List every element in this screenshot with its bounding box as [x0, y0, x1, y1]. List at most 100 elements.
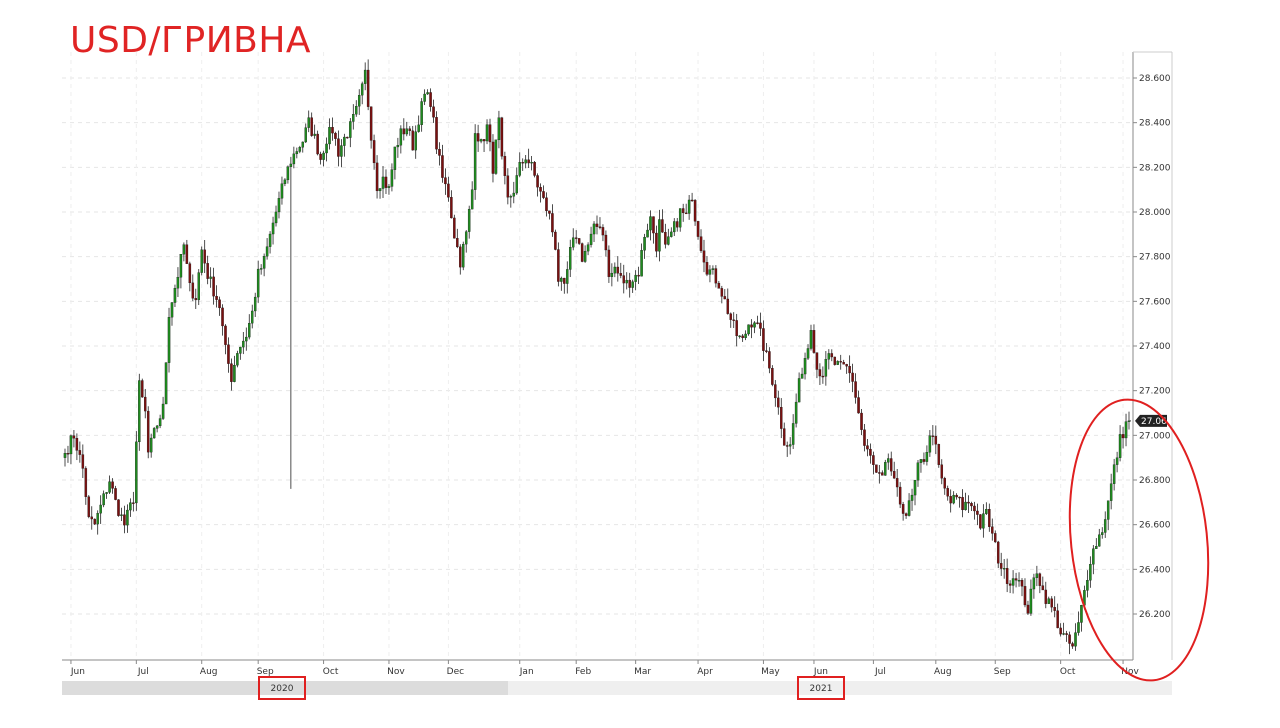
candle [616, 256, 620, 282]
candle [227, 337, 230, 373]
candle [292, 146, 296, 169]
candle-body [702, 250, 706, 263]
candle-body [1044, 589, 1048, 604]
candle [1074, 623, 1077, 651]
candle-body [283, 179, 287, 184]
candle-body [1059, 627, 1062, 635]
candle-body [1065, 633, 1068, 635]
candle-body [1089, 564, 1092, 581]
candle-body [931, 435, 935, 437]
candle-body [800, 373, 804, 379]
candle [732, 312, 735, 328]
candle [913, 479, 917, 506]
candle [610, 263, 614, 287]
candle-body [1106, 500, 1110, 520]
candle-body [949, 496, 952, 504]
range-navigator[interactable]: 2020 2021 [62, 676, 1172, 700]
candle-body [652, 216, 655, 234]
candle [328, 118, 331, 150]
candle-body [625, 279, 628, 284]
candle [126, 504, 129, 533]
candle [233, 355, 236, 383]
candle-body [782, 428, 786, 446]
candle-body [604, 234, 608, 251]
candle-body [191, 282, 195, 299]
candle [129, 498, 132, 517]
candle [658, 209, 661, 262]
candle [66, 445, 70, 463]
candle-body [182, 244, 186, 255]
candle-body [542, 191, 545, 198]
candle-body [610, 272, 614, 277]
candle-body [405, 128, 409, 135]
candle [797, 372, 801, 403]
candle [583, 245, 587, 263]
candle-body [759, 322, 762, 329]
candle-body [209, 276, 212, 279]
y-tick-label: 27.600 [1139, 297, 1171, 307]
candle [601, 224, 605, 242]
candle-body [577, 238, 581, 244]
candle [1092, 545, 1095, 575]
candle-body [589, 233, 593, 245]
x-tick-label: Mar [634, 667, 651, 677]
candle [985, 502, 988, 516]
candle [791, 414, 795, 450]
candle [774, 380, 777, 407]
candle [830, 349, 834, 362]
candle-body [1017, 579, 1021, 582]
candle-body [560, 277, 563, 282]
candle-body [563, 277, 566, 284]
candle-body [319, 153, 322, 160]
candle [803, 352, 807, 380]
candle [833, 356, 837, 366]
candle [717, 280, 721, 289]
candle-body [595, 223, 599, 227]
candle [405, 121, 409, 137]
y-tick-label: 27.000 [1139, 431, 1171, 441]
candle-body [316, 133, 319, 155]
candle-body [928, 435, 932, 453]
candle [467, 205, 471, 239]
candle-body [824, 359, 828, 377]
candle [355, 100, 358, 117]
candle [753, 321, 756, 334]
candle [949, 489, 952, 513]
candle-body [551, 213, 554, 233]
candle [1044, 581, 1048, 609]
candle [973, 501, 976, 520]
candle-body [256, 268, 260, 298]
candle [699, 229, 703, 253]
candle [1095, 538, 1098, 549]
candle-body [765, 350, 768, 352]
candle-body [1101, 532, 1104, 535]
candle-body [102, 493, 105, 506]
candle-body [423, 93, 426, 102]
candle-body [334, 132, 337, 139]
candle [167, 307, 171, 373]
candle-body [895, 478, 899, 488]
candle-body [135, 441, 138, 504]
candle-body [940, 464, 944, 479]
candle-body [357, 95, 361, 107]
candle-body [1023, 586, 1027, 606]
candle-body [93, 518, 96, 525]
candle [158, 414, 162, 429]
candle-body [242, 340, 245, 348]
candle-body [337, 138, 340, 157]
candle-body [265, 246, 269, 257]
candle-body [1032, 577, 1036, 590]
candle [1032, 573, 1036, 599]
candle-body [313, 133, 316, 136]
x-tick-label: Jul [874, 667, 886, 677]
candle [1059, 623, 1062, 637]
candle [586, 242, 590, 256]
candle [1017, 572, 1021, 587]
candle [878, 465, 881, 484]
candle [313, 124, 316, 139]
candle-body [262, 256, 266, 269]
candle-body [836, 361, 839, 365]
candle-body [170, 302, 174, 318]
candle-body [661, 219, 664, 233]
candle [866, 438, 869, 457]
